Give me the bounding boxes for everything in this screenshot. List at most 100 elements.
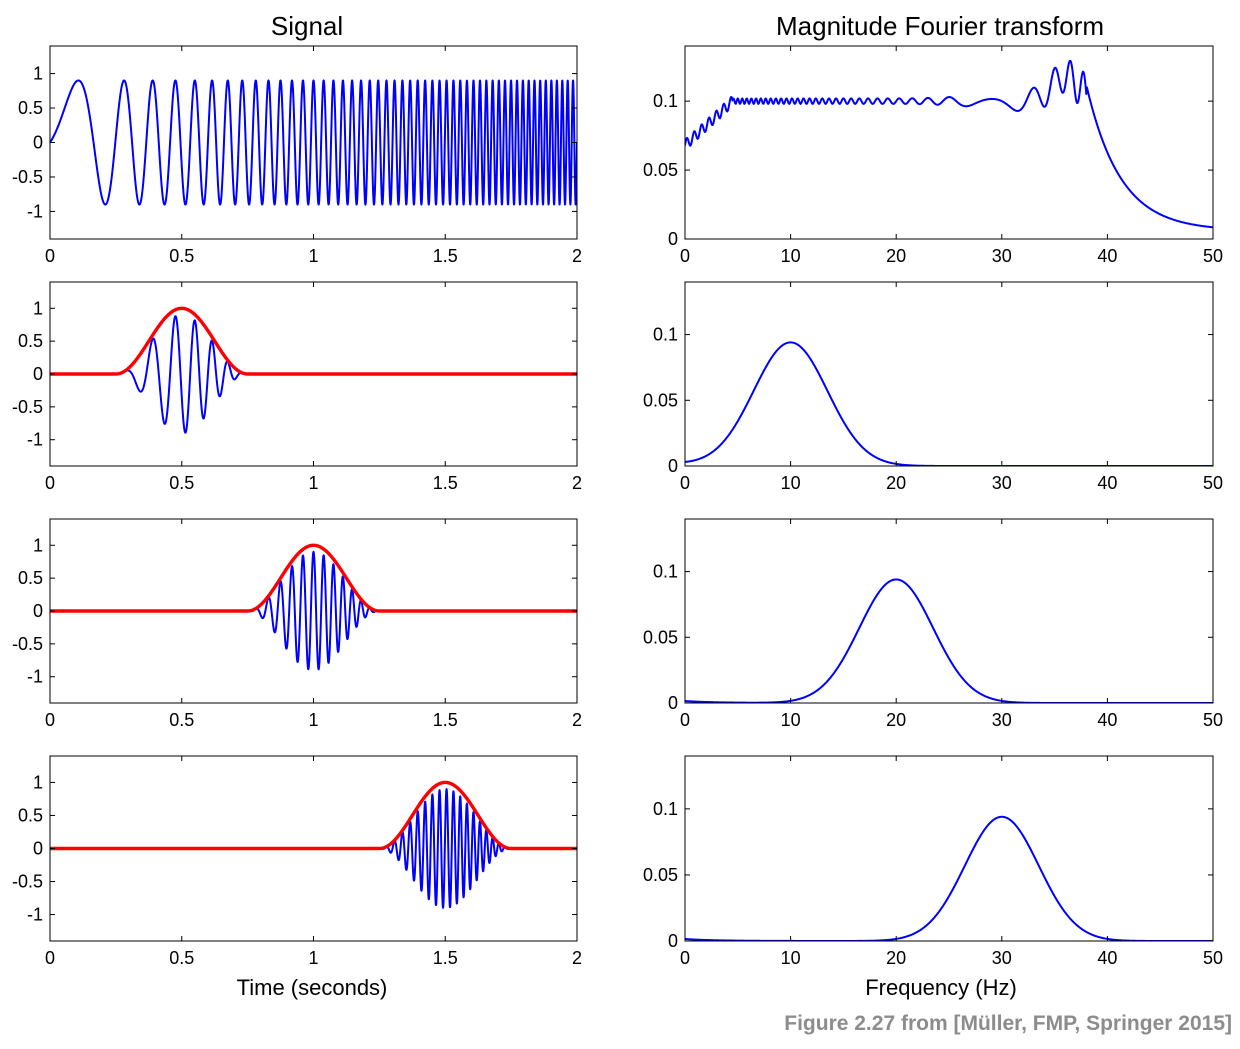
signal-window-2-ytick-label: -1 [27, 667, 43, 687]
spectrum-full-ytick-label: 0.05 [643, 160, 678, 180]
spectrum-window-1-xtick-label: 20 [886, 473, 906, 493]
signal-window-1-ytick-label: -1 [27, 430, 43, 450]
signal-window-2-ytick-label: 0 [33, 601, 43, 621]
spectrum-full-xtick-label: 10 [781, 246, 801, 266]
signal-full-ytick-label: -1 [27, 201, 43, 221]
signal-window-3-xtick-label: 0.5 [169, 948, 194, 968]
signal-full-ytick-label: -0.5 [12, 167, 43, 187]
spectrum-full-axes-frame [684, 45, 1214, 240]
signal-window-3-panel: 0 0.5 1 1.5 2 1 0.5 0 -0.5 -1 [12, 755, 582, 968]
spectrum-window-3-xtick-label: 30 [992, 948, 1012, 968]
signal-window-1-ytick-label: 1 [33, 298, 43, 318]
signal-full-series-chirp [50, 79, 577, 206]
spectrum-window-1-xtick-label: 40 [1097, 473, 1117, 493]
signal-window-1-xtick-label: 0 [45, 473, 55, 493]
signal-window-1-ytick-label: 0.5 [18, 331, 43, 351]
frequency-axis-label: Frequency (Hz) [865, 975, 1017, 1000]
signal-full-ytick-label: 0.5 [18, 98, 43, 118]
spectrum-window-3-xtick-label: 50 [1203, 948, 1223, 968]
spectrum-window-3-panel: 0 10 20 30 40 50 0.1 0.05 0 [643, 755, 1223, 968]
signal-full-xtick-label: 2 [572, 246, 582, 266]
signal-window-1-xtick-label: 1 [308, 473, 318, 493]
spectrum-window-1-panel: 0 10 20 30 40 50 0.1 0.05 0 [643, 281, 1223, 493]
signal-full-xtick-label: 1 [308, 246, 318, 266]
signal-window-1-ytick-label: 0 [33, 364, 43, 384]
spectrum-window-3-ytick-label: 0.1 [653, 799, 678, 819]
signal-window-1-xtick-label: 0.5 [169, 473, 194, 493]
spectrum-window-1-axes-frame [684, 281, 1214, 467]
spectrum-full-panel: 0 10 20 30 40 50 0.1 0.05 0 [643, 45, 1223, 266]
spectrum-full-series-chirp-spectrum [685, 59, 1213, 229]
signal-window-2-xtick-label: 0.5 [169, 710, 194, 730]
spectrum-full-xtick-label: 40 [1097, 246, 1117, 266]
spectrum-window-1-xtick-label: 50 [1203, 473, 1223, 493]
signal-full-xtick-label: 0 [45, 246, 55, 266]
spectrum-window-2-series-peak [685, 578, 1213, 703]
spectrum-window-2-ytick-label: 0.1 [653, 562, 678, 582]
spectrum-window-3-xtick-label: 20 [886, 948, 906, 968]
spectrum-full-xtick-label: 20 [886, 246, 906, 266]
spectrum-window-3-xtick-label: 0 [680, 948, 690, 968]
signal-full-panel: 0 0.5 1 1.5 2 1 0.5 0 -0.5 -1 [12, 45, 582, 266]
figure-caption: Figure 2.27 from [Müller, FMP, Springer … [784, 1012, 1232, 1035]
signal-full-xtick-label: 1.5 [433, 246, 458, 266]
signal-window-2-xtick-label: 0 [45, 710, 55, 730]
spectrum-window-2-xtick-label: 50 [1203, 710, 1223, 730]
signal-window-2-xtick-label: 1.5 [433, 710, 458, 730]
signal-window-2-panel: 0 0.5 1 1.5 2 1 0.5 0 -0.5 -1 [12, 518, 582, 730]
signal-window-3-ytick-label: 0 [33, 839, 43, 859]
signal-window-3-series-window [50, 780, 577, 851]
signal-window-1-series-window [50, 306, 577, 376]
signal-window-3-xtick-label: 0 [45, 948, 55, 968]
spectrum-column-title: Magnitude Fourier transform [776, 11, 1104, 41]
signal-window-3-ytick-label: 0.5 [18, 805, 43, 825]
spectrum-window-1-ytick-label: 0.05 [643, 390, 678, 410]
spectrum-window-3-series-peak [685, 815, 1213, 941]
signal-window-3-xtick-label: 2 [572, 948, 582, 968]
spectrum-full-xtick-label: 50 [1203, 246, 1223, 266]
signal-window-2-xtick-label: 2 [572, 710, 582, 730]
spectrum-window-2-xtick-label: 20 [886, 710, 906, 730]
spectrum-window-3-ytick-label: 0 [668, 931, 678, 951]
signal-window-3-xtick-label: 1.5 [433, 948, 458, 968]
spectrum-window-2-xtick-label: 30 [992, 710, 1012, 730]
signal-window-1-panel: 0 0.5 1 1.5 2 1 0.5 0 -0.5 -1 [12, 281, 582, 493]
spectrum-window-3-axes-frame [684, 755, 1214, 942]
spectrum-window-3-ytick-label: 0.05 [643, 865, 678, 885]
signal-full-ytick-label: 1 [33, 64, 43, 84]
spectrum-window-2-xtick-label: 0 [680, 710, 690, 730]
spectrum-window-2-xtick-label: 40 [1097, 710, 1117, 730]
spectrum-window-3-xtick-label: 10 [781, 948, 801, 968]
signal-window-1-ytick-label: -0.5 [12, 397, 43, 417]
signal-window-1-xtick-label: 2 [572, 473, 582, 493]
spectrum-window-2-panel: 0 10 20 30 40 50 0.1 0.05 0 [643, 518, 1223, 730]
spectrum-window-2-ytick-label: 0.05 [643, 627, 678, 647]
signal-full-xtick-label: 0.5 [169, 246, 194, 266]
spectrum-window-1-ytick-label: 0 [668, 456, 678, 476]
signal-window-2-ytick-label: -0.5 [12, 634, 43, 654]
signal-window-3-xtick-label: 1 [308, 948, 318, 968]
time-axis-label: Time (seconds) [237, 975, 388, 1000]
signal-window-2-ytick-label: 1 [33, 535, 43, 555]
spectrum-window-1-ytick-label: 0.1 [653, 325, 678, 345]
signal-column-title: Signal [271, 11, 343, 41]
signal-window-2-xtick-label: 1 [308, 710, 318, 730]
spectrum-window-1-xtick-label: 10 [781, 473, 801, 493]
spectrum-full-xtick-label: 30 [992, 246, 1012, 266]
signal-window-2-ytick-label: 0.5 [18, 568, 43, 588]
signal-window-3-ytick-label: -1 [27, 905, 43, 925]
spectrum-window-2-ytick-label: 0 [668, 693, 678, 713]
spectrum-full-ytick-label: 0.1 [653, 91, 678, 111]
signal-window-2-series-window [50, 543, 577, 613]
spectrum-window-2-xtick-label: 10 [781, 710, 801, 730]
spectrum-window-3-xtick-label: 40 [1097, 948, 1117, 968]
spectrum-window-1-xtick-label: 0 [680, 473, 690, 493]
signal-window-1-xtick-label: 1.5 [433, 473, 458, 493]
signal-full-ytick-label: 0 [33, 133, 43, 153]
spectrum-window-2-axes-frame [684, 518, 1214, 704]
signal-window-3-ytick-label: 1 [33, 772, 43, 792]
signal-window-3-ytick-label: -0.5 [12, 872, 43, 892]
panels: 0 0.5 1 1.5 210.50-0.5-10 10 20 30 40 500.10.0500… [12, 45, 1223, 968]
spectrum-full-ytick-label: 0 [668, 229, 678, 249]
